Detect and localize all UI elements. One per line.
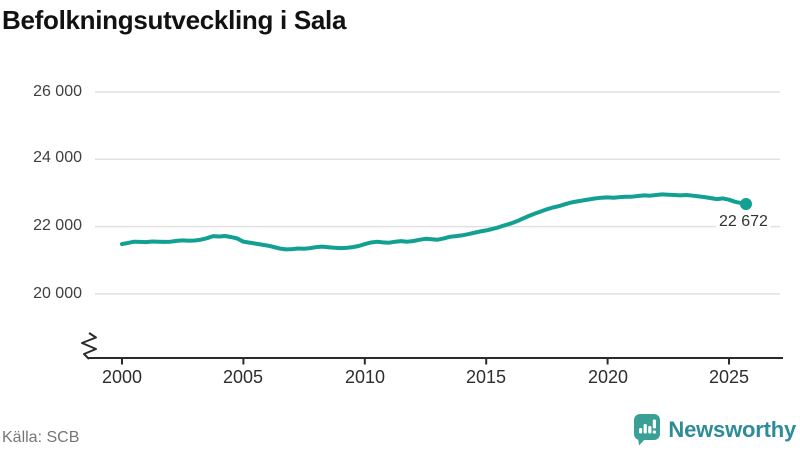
- gridlines: [95, 91, 780, 295]
- newsworthy-bar-chart-speech-bubble-icon: [634, 414, 661, 446]
- series-end-value-label: 22 672: [716, 213, 771, 231]
- population-line: [120, 192, 748, 252]
- x-tick-label: 2005: [222, 367, 264, 387]
- series-end-dot: [740, 198, 752, 210]
- x-tick-label: 2000: [101, 367, 143, 387]
- population-series: [120, 192, 752, 252]
- x-axis-ticks: [121, 358, 730, 365]
- x-tick-label: 2020: [587, 367, 629, 387]
- x-tick-label: 2010: [344, 367, 386, 387]
- chart-title: Befolkningsutveckling i Sala: [2, 5, 347, 35]
- y-tick-label: 20 000: [33, 285, 82, 302]
- y-axis-break-zigzag-icon: [81, 332, 97, 360]
- x-tick-label: 2015: [465, 367, 507, 387]
- newsworthy-logo-text: Newsworthy: [668, 416, 796, 442]
- y-tick-label: 26 000: [33, 83, 82, 100]
- y-tick-label: 22 000: [33, 217, 82, 234]
- source-attribution: Källa: SCB: [2, 429, 80, 446]
- x-tick-label: 2025: [708, 367, 750, 387]
- newsworthy-logo[interactable]: Newsworthy: [633, 413, 796, 446]
- y-tick-label: 24 000: [33, 149, 82, 166]
